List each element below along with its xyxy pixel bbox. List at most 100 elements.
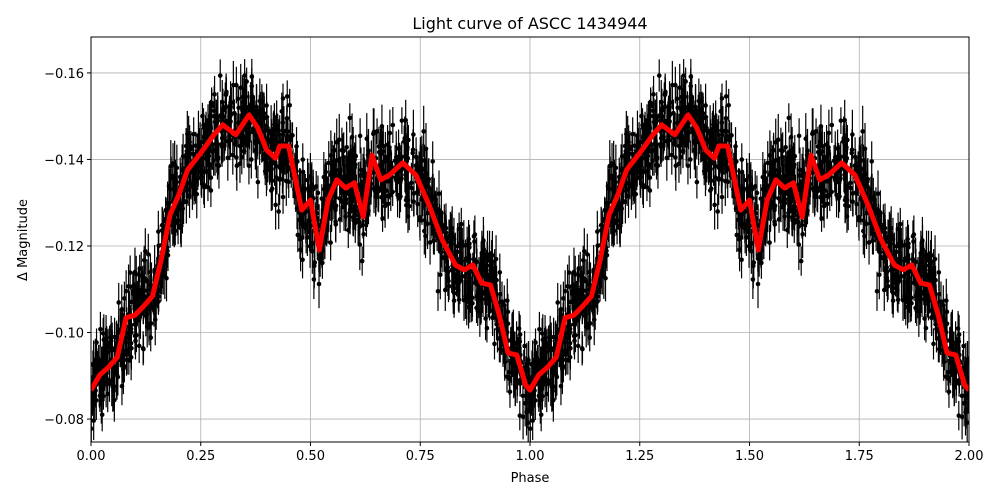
data-point: [912, 281, 917, 286]
data-point: [492, 342, 497, 347]
data-point: [537, 327, 542, 332]
data-point: [470, 295, 475, 300]
data-point: [580, 347, 585, 352]
data-point: [284, 179, 289, 184]
data-point: [497, 270, 502, 275]
data-point: [744, 235, 749, 240]
data-point: [405, 183, 410, 188]
data-point: [844, 156, 849, 161]
data-point: [324, 178, 329, 183]
data-point: [418, 215, 423, 220]
data-point: [779, 148, 784, 153]
data-point: [276, 209, 281, 214]
data-point: [654, 152, 659, 157]
data-point: [478, 266, 483, 271]
data-point: [957, 332, 962, 337]
data-point: [340, 148, 345, 153]
data-point: [202, 185, 207, 190]
data-point: [870, 239, 875, 244]
data-point: [312, 277, 317, 282]
data-point: [673, 155, 678, 160]
data-point: [227, 114, 232, 119]
data-point: [581, 288, 586, 293]
data-point: [331, 169, 336, 174]
data-point: [317, 282, 322, 287]
data-point: [565, 284, 570, 289]
data-point: [795, 219, 800, 224]
data-point: [756, 282, 761, 287]
data-point: [708, 131, 713, 136]
data-point: [269, 188, 274, 193]
data-point: [393, 158, 398, 163]
data-point: [507, 370, 512, 375]
data-point: [119, 307, 124, 312]
data-point: [380, 124, 385, 129]
data-point: [647, 125, 652, 130]
data-point: [704, 115, 709, 120]
data-point: [258, 99, 263, 104]
data-point: [657, 73, 662, 78]
data-point: [651, 108, 656, 113]
chart-title: Light curve of ASCC 1434944: [412, 14, 647, 33]
data-point: [767, 240, 772, 245]
data-point: [106, 349, 111, 354]
data-point: [146, 252, 151, 257]
data-point: [524, 410, 529, 415]
data-point: [878, 211, 883, 216]
data-point: [564, 348, 569, 353]
data-point: [439, 211, 444, 216]
data-point: [695, 180, 700, 185]
data-point: [273, 203, 278, 208]
data-point: [405, 156, 410, 161]
data-point: [348, 116, 353, 121]
data-point: [391, 123, 396, 128]
data-point: [372, 186, 377, 191]
data-point: [863, 222, 868, 227]
data-point: [641, 185, 646, 190]
data-point: [875, 289, 880, 294]
data-point: [604, 201, 609, 206]
data-point: [755, 191, 760, 196]
data-point: [91, 418, 96, 423]
data-point: [300, 257, 305, 262]
data-point: [215, 152, 220, 157]
data-point: [352, 175, 357, 180]
data-point: [296, 233, 301, 238]
data-point: [581, 276, 586, 281]
data-point: [93, 368, 98, 373]
data-point: [545, 349, 550, 354]
data-point: [343, 214, 348, 219]
data-point: [125, 348, 130, 353]
data-point: [561, 296, 566, 301]
data-point: [219, 142, 224, 147]
data-point: [386, 179, 391, 184]
data-point: [212, 108, 217, 113]
data-point: [860, 129, 865, 134]
data-point: [601, 274, 606, 279]
data-point: [919, 290, 924, 295]
data-point: [473, 281, 478, 286]
data-point: [720, 195, 725, 200]
data-point: [156, 299, 161, 304]
data-point: [909, 295, 914, 300]
data-point: [515, 346, 520, 351]
data-point: [963, 410, 968, 415]
data-point: [936, 270, 941, 275]
data-point: [410, 186, 415, 191]
data-point: [187, 140, 192, 145]
data-point: [489, 271, 494, 276]
data-point: [573, 333, 578, 338]
data-point: [782, 214, 787, 219]
data-point: [816, 144, 821, 149]
data-point: [294, 144, 299, 149]
data-point: [648, 101, 653, 106]
data-point: [841, 136, 846, 141]
data-point: [421, 129, 426, 134]
data-point: [733, 144, 738, 149]
data-point: [122, 296, 127, 301]
data-point: [436, 289, 441, 294]
data-point: [356, 219, 361, 224]
data-point: [376, 188, 381, 193]
data-point: [156, 229, 161, 234]
data-point: [558, 307, 563, 312]
